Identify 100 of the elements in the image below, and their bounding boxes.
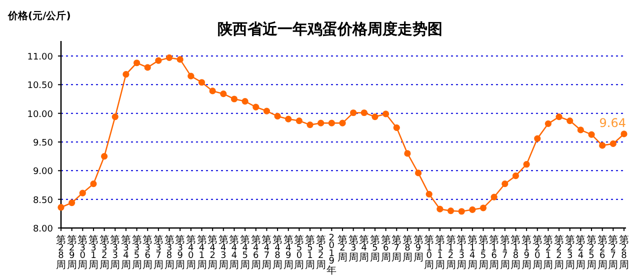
point — [155, 57, 162, 64]
x-tick-label: 第48周 — [272, 234, 283, 272]
point — [588, 131, 595, 138]
point — [469, 206, 476, 213]
x-tick-label: 第43周 — [218, 234, 228, 272]
point — [112, 113, 118, 120]
x-tick-label: 第24周 — [576, 234, 586, 272]
x-tick-label: 第8周 — [402, 234, 412, 264]
x-tick-label: 第23周 — [564, 234, 575, 272]
x-tick-label: 第22周 — [554, 234, 564, 272]
x-tick-label: 第31周 — [88, 234, 98, 272]
x-tick-label: 第19周 — [522, 234, 532, 272]
point — [523, 161, 530, 168]
chart-title: 陕西省近一年鸡蛋价格周度走势图 — [218, 20, 442, 38]
x-tick-label: 第10周 — [424, 234, 434, 272]
point — [122, 71, 130, 78]
point — [101, 153, 108, 160]
point — [79, 190, 86, 196]
x-tick-label: 第6周 — [380, 234, 391, 264]
point — [198, 79, 206, 86]
x-tick-label: 第7周 — [392, 234, 402, 264]
point — [426, 190, 432, 198]
point — [328, 120, 335, 126]
x-tick-label: 第36周 — [142, 234, 153, 272]
x-tick-label: 第4周 — [359, 234, 370, 264]
x-tick-label: 第28周 — [56, 234, 66, 272]
x-tick-label: 第35周 — [132, 234, 142, 272]
y-tick-label: 10.50 — [27, 81, 54, 92]
x-tick-label: 第25周 — [586, 234, 597, 272]
point — [490, 194, 498, 200]
point — [296, 117, 302, 124]
x-tick-label: 第42周 — [208, 234, 218, 272]
point — [133, 60, 140, 66]
x-tick-label: 2019年 — [326, 234, 337, 276]
x-tick-label: 第12周 — [446, 234, 456, 272]
point — [350, 109, 357, 116]
x-tick-label: 第40周 — [186, 234, 196, 272]
point — [544, 120, 552, 127]
x-tick-label: 第27周 — [608, 234, 618, 272]
point — [534, 135, 541, 142]
x-tick-label: 第32周 — [99, 234, 110, 272]
x-tick-label: 第21周 — [543, 234, 554, 272]
point — [166, 54, 173, 62]
x-tick-label: 第5周 — [370, 234, 380, 264]
point — [188, 72, 194, 80]
x-tick-label: 第11周 — [434, 234, 445, 272]
point — [566, 117, 574, 124]
point — [404, 150, 411, 157]
y-tick-label: 8.50 — [32, 196, 54, 206]
point — [252, 104, 260, 110]
x-tick-label: 第37周 — [153, 234, 164, 272]
y-tick-label: 10.00 — [27, 110, 54, 120]
x-tick-label: 第20周 — [532, 234, 542, 272]
point — [58, 204, 64, 211]
x-tick-label: 第17周 — [500, 234, 510, 272]
point — [620, 130, 628, 138]
x-tick-label: 第28周 — [619, 234, 629, 272]
x-tick-label: 第9周 — [413, 234, 424, 264]
point — [68, 199, 76, 206]
x-tick-label: 第29周 — [66, 234, 77, 272]
point — [209, 88, 216, 94]
x-tick-label: 第44周 — [229, 234, 240, 272]
point — [599, 142, 606, 149]
x-tick-label: 第14周 — [467, 234, 478, 272]
y-tick-label: 9.50 — [32, 138, 54, 148]
point — [306, 122, 314, 128]
y-tick-label: 9.00 — [32, 167, 54, 178]
x-tick-label: 第41周 — [196, 234, 207, 272]
x-tick-label: 第16周 — [489, 234, 500, 272]
x-tick-label: 第26周 — [597, 234, 608, 272]
point — [447, 208, 454, 214]
point — [274, 112, 281, 120]
point — [502, 180, 508, 188]
point — [414, 170, 422, 176]
point — [230, 96, 238, 102]
x-tick-label: 第50周 — [294, 234, 304, 272]
y-tick-label: 11.00 — [27, 52, 54, 62]
x-tick-label: 第52周 — [316, 234, 326, 272]
point — [512, 172, 520, 180]
point — [285, 116, 292, 122]
point — [360, 109, 368, 116]
point — [144, 64, 151, 71]
point — [610, 140, 616, 148]
point — [556, 113, 562, 120]
point — [436, 206, 444, 212]
x-tick-label: 第49周 — [283, 234, 294, 272]
x-tick-label: 第13周 — [456, 234, 467, 272]
point — [393, 124, 400, 131]
point — [458, 208, 465, 215]
x-tick-label: 第18周 — [510, 234, 521, 272]
x-tick-label: 第46周 — [250, 234, 261, 272]
point — [90, 180, 97, 188]
x-tick-label: 第3周 — [348, 234, 358, 264]
point — [220, 90, 227, 98]
data-label: 9.64 — [599, 116, 626, 130]
point — [318, 120, 324, 126]
point — [382, 110, 390, 118]
x-tick-label: 第51周 — [305, 234, 316, 272]
point — [480, 204, 487, 212]
x-tick-label: 第2周 — [338, 234, 348, 264]
